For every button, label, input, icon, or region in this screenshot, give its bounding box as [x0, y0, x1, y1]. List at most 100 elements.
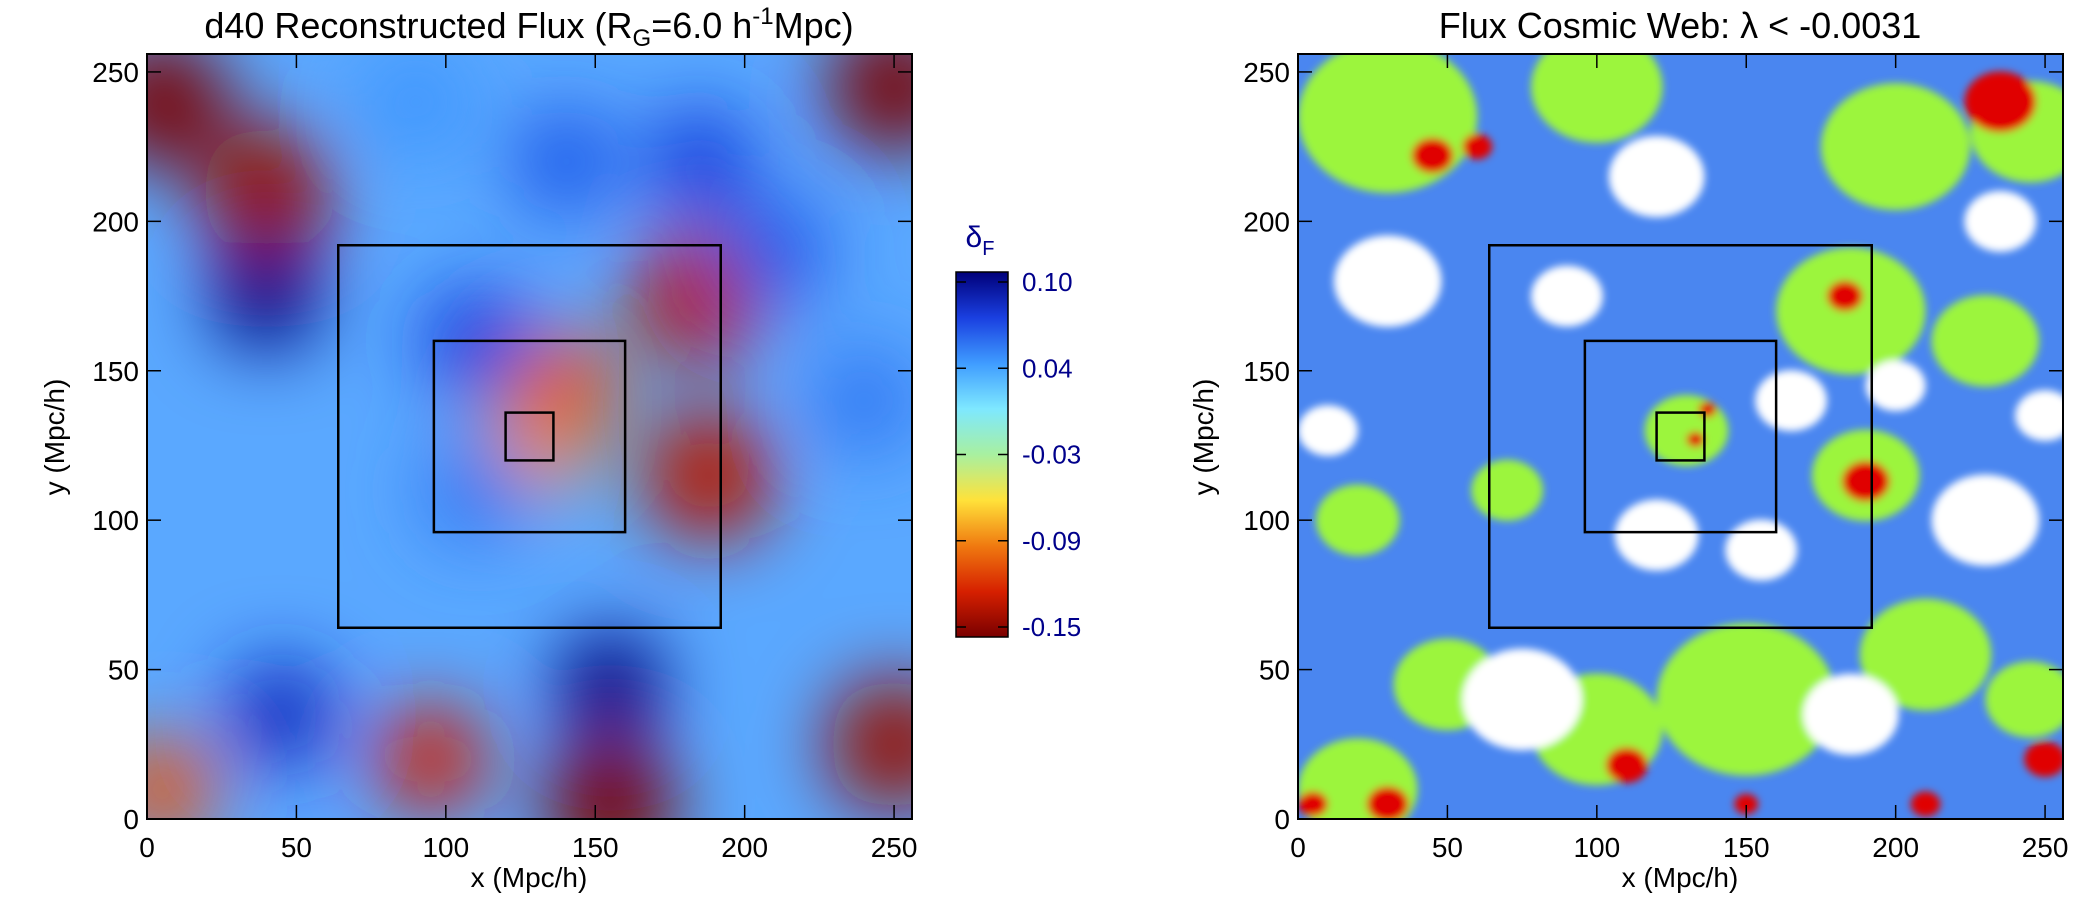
filament-region-0 — [1298, 54, 1478, 193]
void-region-12 — [2015, 390, 2063, 441]
colorbar-ticks: 0.10 0.04 -0.03 -0.09 -0.15 — [956, 267, 1081, 642]
y-tick-label: 250 — [92, 57, 139, 88]
flux-blob-20 — [421, 436, 530, 545]
filament-region-1 — [1531, 54, 1663, 143]
void-region-8 — [1803, 673, 1899, 756]
filament-region-2 — [1820, 83, 1971, 211]
flux-blob-0 — [147, 54, 228, 168]
colorbar-tick-label: 0.10 — [1022, 267, 1073, 297]
filament-region-4 — [1776, 247, 1926, 375]
right-panel: Flux Cosmic Web: λ < -0.0031 0 50 100 150 20… — [1188, 5, 2068, 893]
left-heatmap-blobs — [147, 54, 912, 819]
knot-region-11 — [1910, 791, 1941, 817]
right-axis-ticks: 0 50 100 150 200 250 0 50 100 150 200 250 — [1243, 54, 2068, 863]
y-tick-label: 0 — [1274, 804, 1290, 835]
knot-region-2 — [1964, 71, 2037, 133]
colorbar-tick-label: -0.09 — [1022, 526, 1081, 556]
flux-blob-9 — [828, 678, 912, 811]
flux-blob-1 — [200, 125, 333, 258]
flux-blob-11 — [212, 242, 321, 350]
left-chart-title: d40 Reconstructed Flux (RG=6.0 h-1Mpc) — [204, 3, 853, 52]
void-region-5 — [1725, 519, 1798, 581]
colorbar-tick-label: -0.15 — [1022, 612, 1081, 642]
left-plot-frame — [146, 53, 913, 820]
x-tick-label: 150 — [572, 832, 619, 863]
knot-region-7 — [1605, 747, 1648, 783]
filament-region-12 — [1859, 598, 1992, 711]
x-tick-label: 200 — [1872, 832, 1919, 863]
knot-region-6 — [1686, 431, 1705, 448]
knot-region-1 — [1462, 133, 1493, 160]
left-panel: d40 Reconstructed Flux (RG=6.0 h-1Mpc) 0… — [39, 3, 918, 893]
void-region-6 — [1931, 474, 2040, 566]
middle-box — [1583, 339, 1778, 534]
right-y-axis-label: y (Mpc/h) — [1188, 379, 1219, 496]
outer-box — [337, 244, 722, 629]
x-tick-label: 0 — [139, 832, 155, 863]
colorbar: δF 0.10 0.04 -0.03 -0.09 -0.15 — [955, 221, 1081, 642]
inner-box — [1655, 411, 1706, 462]
middle-box — [432, 339, 627, 534]
void-region-9 — [1964, 190, 2037, 252]
x-tick-label: 250 — [871, 832, 918, 863]
void-region-10 — [1865, 360, 1926, 412]
outer-box — [1488, 244, 1873, 629]
knot-region-10 — [2024, 741, 2063, 778]
x-tick-label: 50 — [1432, 832, 1463, 863]
void-region-3 — [1755, 370, 1827, 432]
right-x-axis-label: x (Mpc/h) — [1622, 862, 1739, 893]
y-tick-label: 200 — [1243, 206, 1290, 237]
y-tick-label: 100 — [92, 505, 139, 536]
colorbar-tick-label: -0.03 — [1022, 440, 1081, 470]
left-region-boxes — [337, 244, 722, 629]
right-chart-title: Flux Cosmic Web: λ < -0.0031 — [1439, 5, 1922, 46]
x-tick-label: 250 — [2022, 832, 2069, 863]
filament-region-10 — [1656, 623, 1836, 776]
colorbar-label: δF — [966, 221, 995, 260]
void-region-7 — [1462, 648, 1582, 751]
knot-region-4 — [1841, 461, 1890, 502]
knot-region-8 — [1366, 786, 1409, 819]
flux-blob-18 — [810, 346, 912, 455]
x-tick-label: 100 — [422, 832, 469, 863]
void-region-0 — [1608, 135, 1705, 218]
knot-region-0 — [1411, 137, 1454, 174]
flux-blob-10 — [147, 735, 216, 819]
void-region-4 — [1614, 499, 1699, 571]
knot-region-5 — [1698, 401, 1717, 418]
colorbar-tick-label: 0.04 — [1022, 353, 1073, 383]
flux-blob-19 — [362, 54, 470, 156]
x-tick-label: 150 — [1723, 832, 1770, 863]
x-tick-label: 200 — [721, 832, 768, 863]
knot-region-3 — [1826, 280, 1863, 312]
flux-blob-4 — [643, 409, 775, 542]
y-tick-label: 50 — [1259, 655, 1290, 686]
flux-blob-8 — [544, 738, 676, 819]
flux-blob-17 — [720, 197, 829, 306]
x-tick-label: 0 — [1290, 832, 1306, 863]
knot-region-9 — [1298, 791, 1328, 817]
void-region-1 — [1333, 235, 1442, 327]
void-region-11 — [1298, 405, 1358, 456]
left-x-axis-label: x (Mpc/h) — [471, 862, 588, 893]
x-tick-label: 100 — [1573, 832, 1620, 863]
right-region-boxes — [1488, 244, 1873, 629]
flux-blob-12 — [556, 630, 664, 739]
inner-box — [504, 411, 555, 462]
y-tick-label: 100 — [1243, 505, 1290, 536]
y-tick-label: 50 — [108, 655, 139, 686]
right-plot-frame — [1297, 53, 2064, 820]
flux-blob-7 — [377, 705, 485, 814]
y-tick-label: 150 — [1243, 356, 1290, 387]
filament-region-8 — [1471, 459, 1544, 521]
y-tick-label: 150 — [92, 356, 139, 387]
void-region-2 — [1531, 265, 1603, 327]
flux-blob-13 — [227, 660, 336, 769]
knot-region-12 — [1734, 793, 1759, 815]
left-y-axis-label: y (Mpc/h) — [39, 379, 70, 496]
flux-blob-2 — [828, 54, 912, 153]
filament-region-5 — [1931, 295, 2040, 387]
y-tick-label: 200 — [92, 206, 139, 237]
flux-blob-15 — [646, 107, 754, 216]
